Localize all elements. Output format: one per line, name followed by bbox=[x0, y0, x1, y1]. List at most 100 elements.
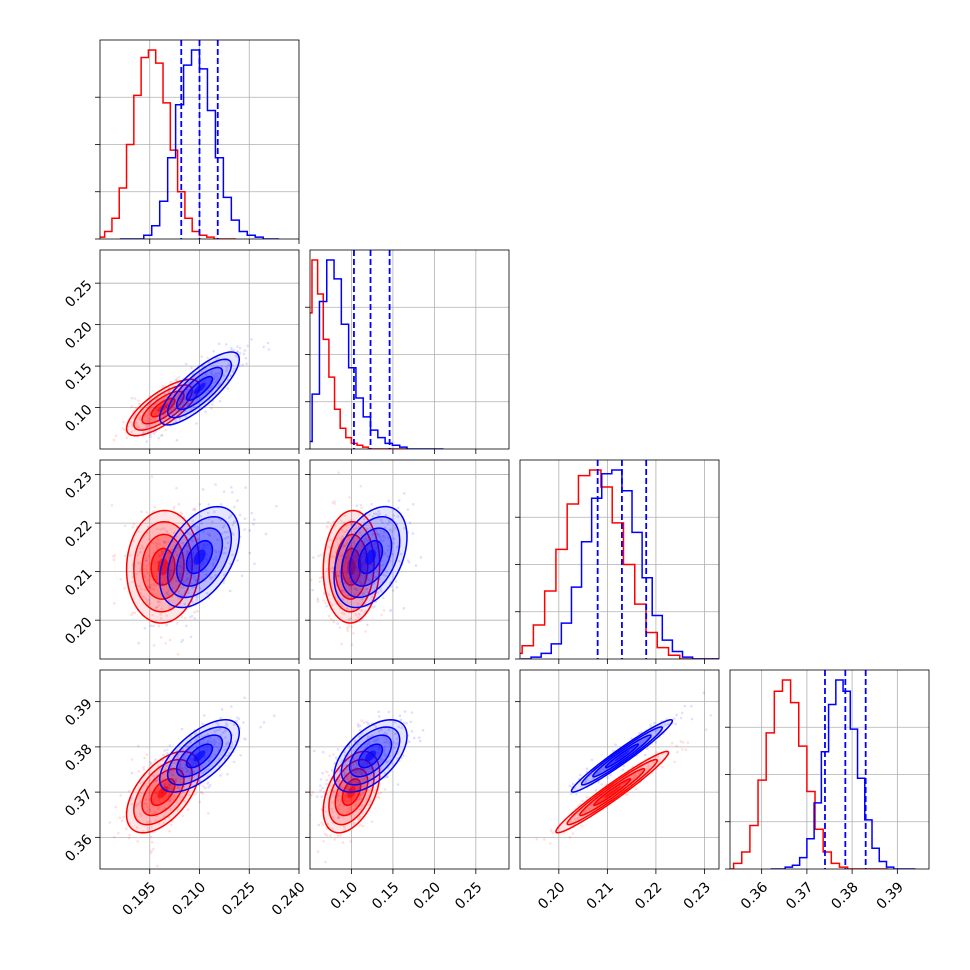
scatter-point bbox=[355, 578, 359, 581]
scatter-point bbox=[222, 374, 226, 377]
scatter-point bbox=[346, 810, 350, 814]
scatter-point bbox=[137, 530, 141, 533]
scatter-point bbox=[382, 530, 386, 534]
scatter-point bbox=[351, 777, 355, 781]
scatter-point bbox=[252, 523, 255, 526]
scatter-point bbox=[214, 555, 217, 559]
panel-2-2 bbox=[515, 459, 720, 664]
scatter-point bbox=[214, 574, 217, 577]
contour-line-series-1 bbox=[333, 505, 408, 609]
scatter-point bbox=[361, 568, 365, 572]
scatter-point bbox=[134, 423, 138, 426]
scatter-point bbox=[122, 420, 125, 424]
scatter-point bbox=[181, 403, 185, 407]
contour-line-series-1 bbox=[158, 505, 241, 609]
scatter-point bbox=[357, 612, 361, 616]
scatter-point bbox=[200, 563, 204, 566]
scatter-point bbox=[224, 343, 228, 346]
scatter-point bbox=[191, 763, 195, 766]
scatter-point bbox=[162, 412, 165, 416]
contour-line-series-1 bbox=[357, 743, 384, 769]
x-tick-label: 0.38 bbox=[828, 879, 861, 912]
scatter-point bbox=[307, 810, 310, 813]
scatter-point bbox=[329, 539, 333, 542]
scatter-point bbox=[168, 829, 171, 833]
scatter-point bbox=[640, 740, 644, 744]
scatter-point bbox=[571, 782, 575, 786]
scatter-point bbox=[172, 769, 175, 772]
scatter-point bbox=[350, 774, 353, 778]
scatter-point bbox=[253, 562, 256, 566]
scatter-point bbox=[360, 565, 363, 568]
scatter-point bbox=[350, 571, 354, 574]
scatter-point bbox=[373, 592, 376, 596]
scatter-point bbox=[231, 523, 235, 527]
scatter-point bbox=[219, 716, 223, 720]
scatter-point bbox=[150, 826, 154, 829]
scatter-point bbox=[380, 758, 384, 762]
scatter-point bbox=[366, 539, 369, 543]
scatter-point bbox=[377, 533, 381, 536]
scatter-point bbox=[157, 603, 161, 607]
scatter-point bbox=[360, 758, 363, 762]
scatter-point bbox=[175, 486, 178, 490]
scatter-point bbox=[214, 372, 218, 375]
scatter-point bbox=[192, 562, 195, 566]
scatter-point bbox=[347, 579, 350, 583]
scatter-point bbox=[149, 583, 152, 587]
scatter-point bbox=[183, 409, 186, 413]
scatter-point bbox=[168, 575, 172, 578]
scatter-point bbox=[410, 711, 414, 714]
scatter-point bbox=[319, 553, 322, 557]
scatter-point bbox=[169, 798, 173, 801]
scatter-point bbox=[176, 756, 179, 759]
scatter-point bbox=[345, 607, 349, 610]
scatter-point bbox=[141, 546, 144, 550]
scatter-point bbox=[356, 786, 359, 789]
scatter-point bbox=[383, 746, 386, 749]
scatter-point bbox=[169, 547, 173, 551]
scatter-point bbox=[161, 384, 164, 388]
scatter-point bbox=[214, 483, 217, 486]
scatter-point bbox=[394, 732, 397, 736]
scatter-point bbox=[155, 398, 158, 402]
scatter-point bbox=[346, 629, 350, 632]
scatter-point bbox=[225, 365, 228, 369]
scatter-point bbox=[237, 717, 241, 721]
scatter-point bbox=[375, 547, 379, 550]
scatter-point bbox=[392, 541, 395, 545]
panel-1-1 bbox=[305, 249, 510, 454]
scatter-point bbox=[402, 754, 405, 758]
scatter-point bbox=[354, 526, 358, 530]
scatter-point bbox=[154, 541, 158, 545]
scatter-point bbox=[377, 747, 381, 751]
scatter-point bbox=[150, 417, 154, 421]
scatter-point bbox=[355, 504, 359, 507]
contour-line-series-0 bbox=[150, 547, 176, 586]
scatter-point bbox=[223, 530, 227, 534]
scatter-point bbox=[378, 746, 381, 749]
scatter-point bbox=[174, 420, 178, 423]
scatter-point bbox=[210, 373, 214, 377]
scatter-point bbox=[304, 567, 307, 570]
scatter-point bbox=[354, 766, 358, 770]
scatter-point bbox=[232, 349, 236, 352]
scatter-point bbox=[381, 521, 384, 525]
scatter-point bbox=[212, 739, 216, 743]
scatter-point bbox=[227, 363, 230, 367]
scatter-point bbox=[354, 613, 357, 616]
scatter-point bbox=[213, 742, 216, 746]
contour-line-series-0 bbox=[150, 397, 176, 418]
scatter-point bbox=[147, 603, 150, 606]
scatter-point bbox=[188, 793, 191, 797]
scatter-point bbox=[362, 543, 366, 547]
scatter-point bbox=[361, 756, 364, 759]
scatter-point bbox=[188, 395, 191, 399]
scatter-point bbox=[345, 759, 348, 763]
scatter-point bbox=[381, 539, 385, 543]
scatter-point bbox=[177, 590, 181, 593]
scatter-point bbox=[396, 783, 400, 786]
scatter-point bbox=[195, 547, 198, 551]
scatter-point bbox=[363, 548, 367, 552]
scatter-point bbox=[391, 552, 394, 556]
